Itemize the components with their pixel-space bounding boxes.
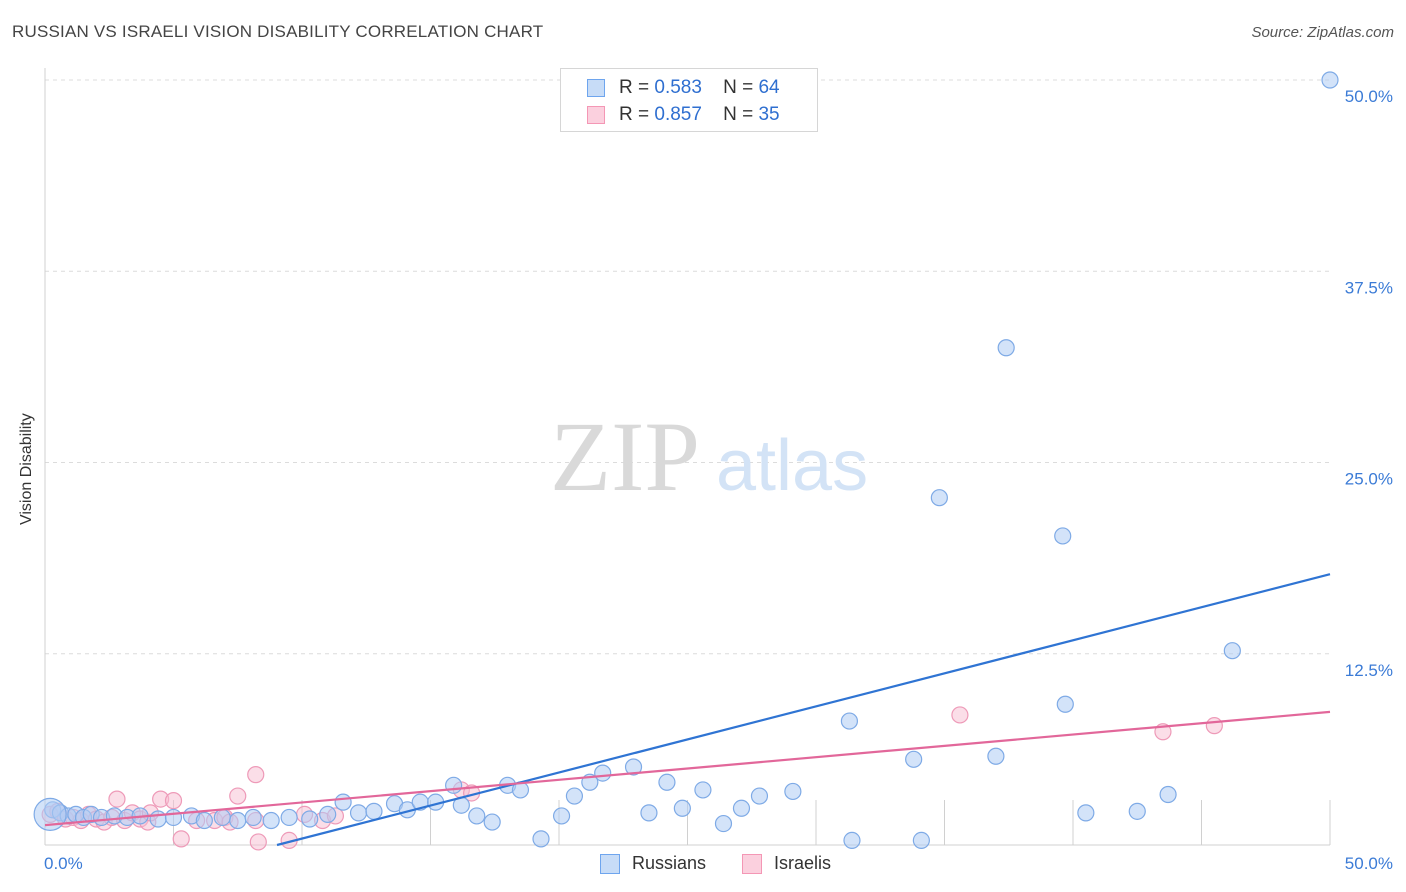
- russians-point[interactable]: [33, 797, 67, 832]
- russians-point[interactable]: [732, 799, 751, 817]
- israelis-point[interactable]: [951, 706, 969, 724]
- russians-point[interactable]: [624, 758, 643, 776]
- y-tick-label: 37.5%: [1345, 278, 1393, 297]
- russians-point[interactable]: [1054, 527, 1072, 545]
- israelis-point[interactable]: [1205, 717, 1223, 735]
- russians-point[interactable]: [280, 808, 298, 827]
- israelis-point[interactable]: [249, 833, 267, 851]
- n-value: 35: [758, 104, 780, 125]
- russians-point[interactable]: [714, 814, 733, 833]
- russians-point[interactable]: [750, 787, 769, 805]
- russians-point[interactable]: [445, 776, 463, 794]
- tick-labels: 12.5% 25.0% 37.5% 50.0% 0.0% 50.0%: [44, 87, 1393, 873]
- russians-point[interactable]: [244, 808, 262, 827]
- russians-point[interactable]: [349, 804, 368, 822]
- trendlines-layer: [44, 573, 1331, 847]
- russians-point[interactable]: [997, 339, 1015, 357]
- y-tick-label: 50.0%: [1345, 87, 1393, 106]
- grid: [45, 79, 1330, 655]
- chart-title: RUSSIAN VS ISRAELI VISION DISABILITY COR…: [12, 22, 544, 41]
- russians-legend-swatch: [600, 854, 620, 874]
- russians-point[interactable]: [319, 805, 337, 824]
- israelis-point[interactable]: [164, 792, 183, 810]
- russians-point[interactable]: [905, 750, 923, 768]
- x-tick-label: 50.0%: [1345, 854, 1393, 873]
- russians-point[interactable]: [229, 811, 247, 830]
- israelis-point[interactable]: [247, 766, 265, 784]
- russians-point[interactable]: [912, 831, 930, 850]
- y-axis-label: Vision Disability: [18, 413, 35, 525]
- russians-point[interactable]: [334, 793, 352, 811]
- israelis-swatch: [587, 106, 605, 124]
- russians-point[interactable]: [1056, 695, 1074, 713]
- israelis-legend-swatch: [742, 854, 762, 874]
- russians-point[interactable]: [552, 807, 571, 825]
- y-tick-label: 12.5%: [1345, 661, 1393, 680]
- russians-point[interactable]: [213, 808, 231, 827]
- russians-swatch: [587, 79, 605, 97]
- russians-point[interactable]: [1159, 785, 1177, 804]
- russians-point[interactable]: [694, 781, 712, 799]
- russians-point[interactable]: [673, 799, 691, 817]
- russians-point[interactable]: [840, 712, 859, 730]
- r-value: 0.857: [654, 104, 702, 125]
- russians-point[interactable]: [594, 764, 612, 782]
- russians-point[interactable]: [784, 782, 802, 801]
- russians-point[interactable]: [532, 830, 550, 848]
- stats-legend: R = 0.583 N = 64 R = 0.857 N = 35: [560, 68, 818, 132]
- russians-point[interactable]: [987, 747, 1005, 765]
- y-tick-label: 25.0%: [1345, 470, 1393, 489]
- russians-point[interactable]: [1321, 71, 1339, 89]
- russians-point[interactable]: [468, 807, 486, 825]
- russians-point[interactable]: [365, 802, 383, 820]
- watermark: ZIP atlas: [550, 401, 868, 512]
- n-value: 64: [758, 77, 780, 98]
- russians-point[interactable]: [843, 831, 861, 850]
- r-label: R =: [619, 77, 650, 98]
- russians-point[interactable]: [164, 808, 183, 827]
- russians-point[interactable]: [640, 804, 658, 822]
- russians-point[interactable]: [195, 811, 213, 830]
- israelis-point[interactable]: [172, 830, 190, 848]
- russians-trendline: [276, 573, 1331, 847]
- n-label: N =: [723, 77, 754, 98]
- russians-point[interactable]: [301, 810, 319, 828]
- russians-point[interactable]: [1077, 804, 1095, 822]
- israelis-point[interactable]: [229, 787, 247, 805]
- points-layer: [33, 71, 1339, 851]
- russians-point[interactable]: [565, 787, 584, 805]
- source-label: Source: ZipAtlas.com: [1251, 24, 1394, 41]
- r-label: R =: [619, 104, 650, 125]
- israelis-point[interactable]: [108, 790, 126, 808]
- russians-point[interactable]: [262, 811, 280, 830]
- russians-point[interactable]: [1223, 642, 1241, 660]
- russians-point[interactable]: [149, 810, 167, 828]
- x-tick-label: 0.0%: [44, 854, 83, 873]
- israelis-trendline: [44, 710, 1331, 827]
- watermark-atlas: atlas: [716, 426, 868, 506]
- legend-label-russians: Russians: [632, 853, 707, 873]
- legend-label-israelis: Israelis: [774, 853, 832, 873]
- russians-point[interactable]: [1128, 802, 1146, 820]
- russians-point[interactable]: [658, 773, 676, 791]
- r-value: 0.583: [654, 77, 702, 98]
- watermark-zip: ZIP: [550, 401, 700, 512]
- n-label: N =: [723, 104, 754, 125]
- russians-point[interactable]: [930, 489, 948, 507]
- russians-point[interactable]: [483, 813, 501, 831]
